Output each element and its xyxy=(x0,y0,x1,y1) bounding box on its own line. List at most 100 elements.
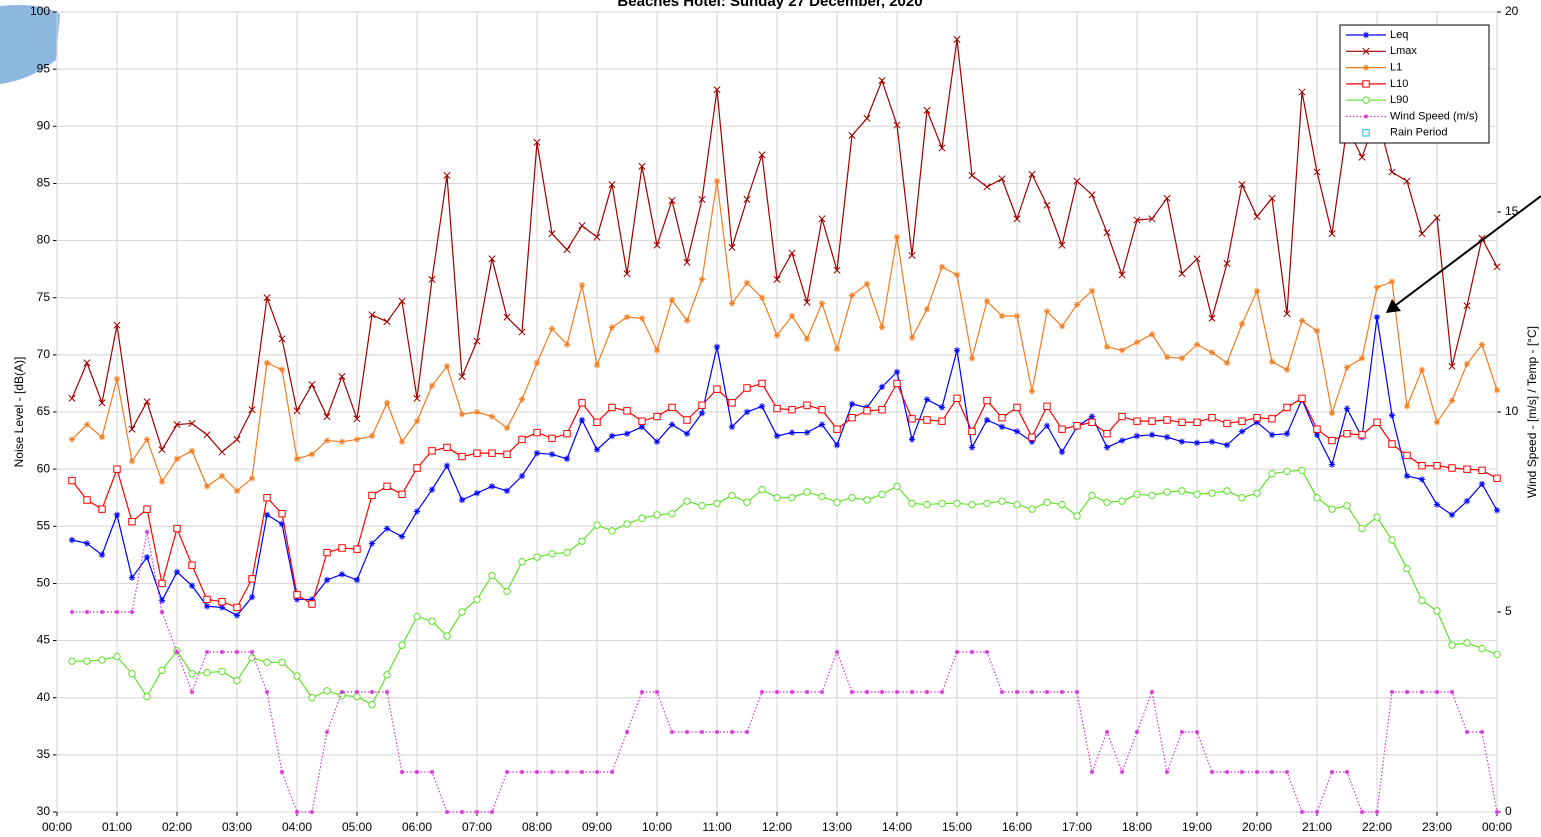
point-marker xyxy=(1059,689,1065,695)
point-marker xyxy=(563,455,571,463)
point-marker xyxy=(473,595,481,604)
point-marker xyxy=(1043,422,1051,429)
point-marker xyxy=(263,658,271,666)
point-marker xyxy=(458,411,466,418)
point-marker xyxy=(1223,487,1231,495)
point-marker xyxy=(353,436,361,443)
point-marker xyxy=(1464,729,1470,735)
point-marker xyxy=(114,609,120,615)
point-marker xyxy=(818,492,826,501)
point-marker xyxy=(353,415,361,423)
plot-area: 30 35 40 45 50 55 60 65 70 75 80 85 90 95 100 0 5 10 15 20 0… xyxy=(30,4,1519,834)
point-marker xyxy=(1164,769,1170,775)
point-marker xyxy=(1448,511,1456,519)
point-marker xyxy=(218,667,226,676)
point-marker xyxy=(68,536,76,544)
point-marker xyxy=(998,312,1006,320)
point-marker xyxy=(99,609,105,615)
point-marker xyxy=(354,689,360,695)
point-marker xyxy=(383,318,391,326)
point-marker xyxy=(1388,278,1396,285)
point-marker xyxy=(203,595,211,604)
point-marker xyxy=(1193,418,1201,426)
point-marker xyxy=(998,497,1006,505)
point-marker xyxy=(323,437,331,444)
point-marker xyxy=(248,575,256,583)
point-marker xyxy=(1403,451,1411,460)
point-marker xyxy=(608,403,616,412)
point-marker xyxy=(489,809,495,815)
x-tick-label: 08:00 xyxy=(522,820,552,834)
point-marker xyxy=(113,465,121,473)
point-marker xyxy=(1403,403,1411,410)
point-marker xyxy=(294,809,300,815)
point-marker xyxy=(1208,438,1216,445)
point-marker xyxy=(1463,639,1471,647)
y-tick-label: 80 xyxy=(37,233,51,247)
point-marker xyxy=(353,576,361,584)
point-marker xyxy=(1104,729,1110,735)
point-marker xyxy=(323,548,331,557)
x-tick-label: 20:00 xyxy=(1242,820,1272,834)
x-tick-label: 23:00 xyxy=(1422,820,1452,834)
point-marker xyxy=(248,654,256,662)
x-tick-label: 01:00 xyxy=(102,820,132,834)
point-marker xyxy=(609,769,615,775)
point-marker xyxy=(1058,323,1066,330)
point-marker xyxy=(143,398,151,406)
point-marker xyxy=(953,499,961,508)
point-marker xyxy=(1343,405,1351,412)
point-marker xyxy=(398,533,406,540)
point-marker xyxy=(668,421,676,428)
point-marker xyxy=(998,423,1006,431)
point-marker xyxy=(159,609,165,615)
point-marker xyxy=(758,486,766,494)
point-marker xyxy=(713,343,721,351)
point-marker xyxy=(1073,512,1081,520)
point-marker xyxy=(698,401,706,409)
point-marker xyxy=(369,689,375,695)
point-marker xyxy=(638,315,646,322)
point-marker xyxy=(1133,490,1141,498)
point-marker xyxy=(1103,444,1111,451)
point-marker xyxy=(1043,498,1051,506)
point-marker xyxy=(953,394,961,402)
point-marker xyxy=(833,498,841,506)
point-marker xyxy=(1449,689,1455,695)
y2-tick-label: 10 xyxy=(1505,404,1519,418)
point-marker xyxy=(1238,181,1246,189)
point-marker xyxy=(653,347,661,354)
point-marker xyxy=(534,769,540,775)
point-marker xyxy=(623,270,631,278)
point-marker xyxy=(863,280,871,288)
point-marker xyxy=(668,403,676,412)
point-marker xyxy=(1238,428,1246,435)
point-marker xyxy=(1178,270,1186,278)
point-marker xyxy=(158,666,166,674)
point-marker xyxy=(368,432,376,440)
point-marker xyxy=(743,384,751,392)
point-marker xyxy=(548,550,556,558)
point-marker xyxy=(444,809,450,815)
point-marker xyxy=(593,361,601,369)
point-marker xyxy=(729,729,735,735)
point-marker xyxy=(1328,505,1336,513)
point-marker xyxy=(1344,769,1350,775)
x-tick-label: 06:00 xyxy=(402,820,432,834)
point-marker xyxy=(1418,596,1426,605)
point-marker xyxy=(323,576,331,584)
point-marker xyxy=(1433,462,1441,470)
point-marker xyxy=(278,658,286,666)
point-marker xyxy=(1103,498,1111,506)
point-marker xyxy=(698,502,706,510)
y2-tick-label: 20 xyxy=(1505,4,1519,18)
point-marker xyxy=(638,417,646,425)
y2-tick-label: 5 xyxy=(1505,604,1512,618)
point-marker xyxy=(323,413,331,421)
point-marker xyxy=(1388,440,1396,448)
legend-label: L10 xyxy=(1390,78,1408,90)
point-marker xyxy=(1283,430,1291,437)
point-marker xyxy=(1313,431,1321,439)
annotation-arrowhead xyxy=(1386,299,1401,313)
point-marker xyxy=(638,423,646,431)
